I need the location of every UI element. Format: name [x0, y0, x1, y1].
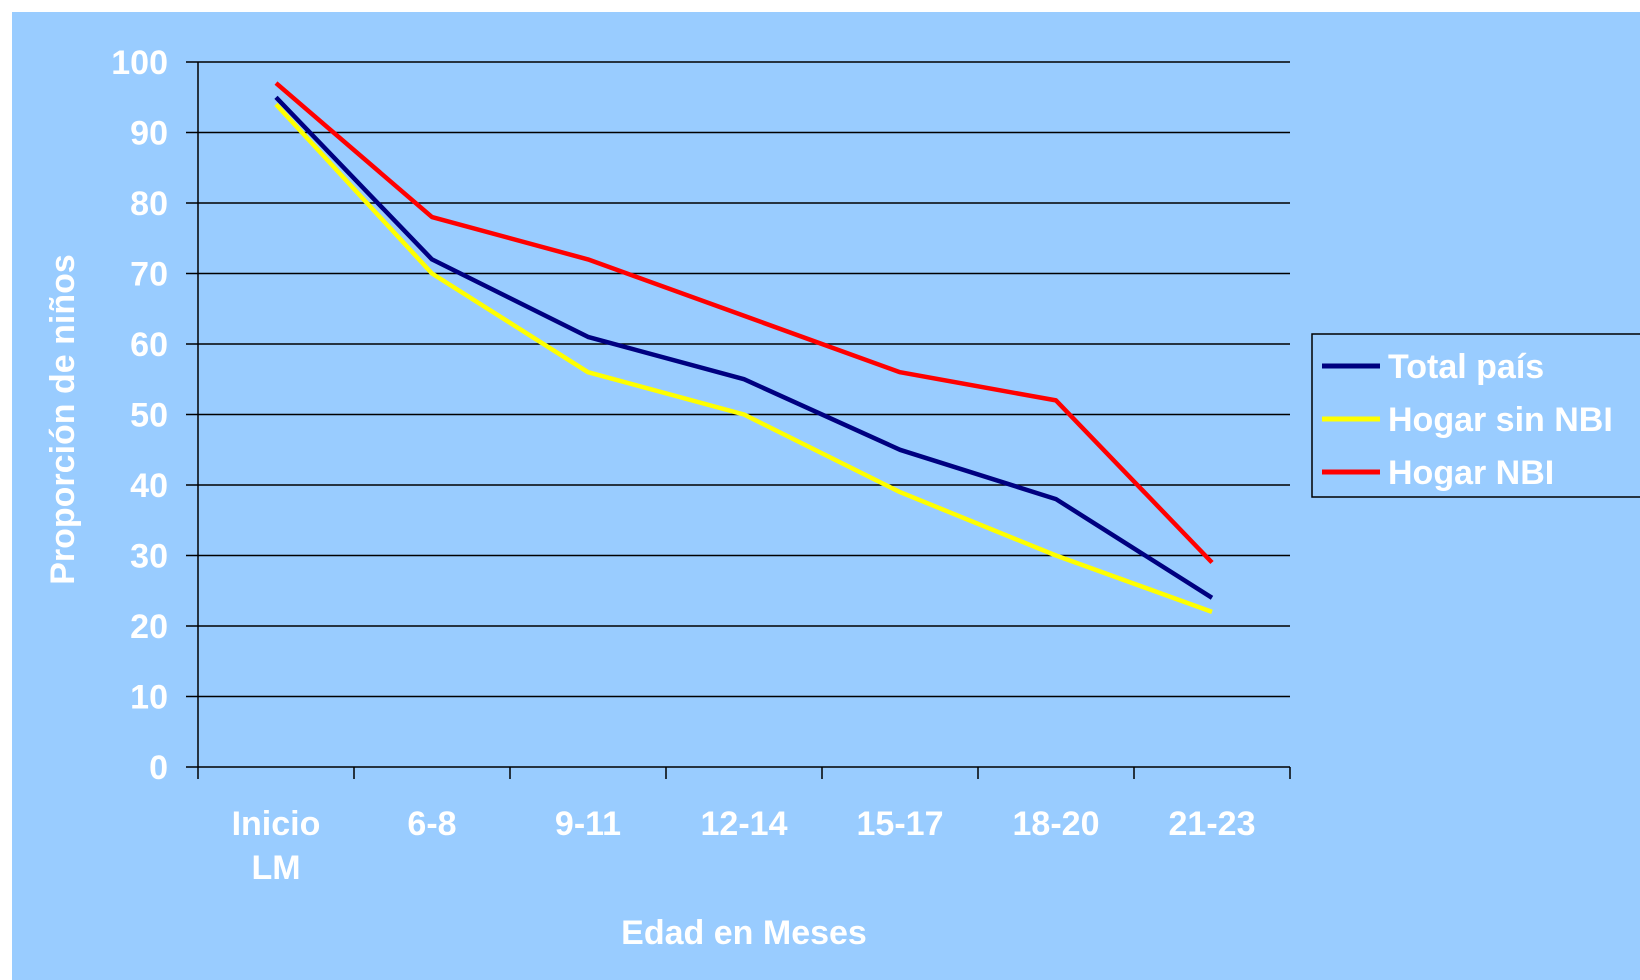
y-tick-label: 20 [130, 608, 168, 646]
y-axis-title: Proporción de niños [44, 254, 82, 585]
series-line [274, 95, 1214, 600]
legend-label: Hogar sin NBI [1388, 401, 1613, 439]
y-tick-labels: 0 10 20 30 40 50 60 70 80 90 100 [111, 44, 168, 787]
y-tick-label: 60 [130, 326, 168, 364]
chart-area [12, 12, 1640, 980]
y-tick-label: 50 [130, 397, 168, 435]
x-tick-label: 18-20 [1013, 805, 1100, 843]
y-tick-label: 10 [130, 679, 168, 717]
series-line [274, 81, 1214, 565]
x-axis-title: Edad en Meses [621, 914, 867, 952]
legend-label: Hogar NBI [1388, 454, 1554, 492]
x-tick-label: 9-11 [555, 805, 621, 843]
y-tick-label: 90 [130, 115, 168, 153]
x-tick-label: Inicio LM [232, 805, 321, 887]
x-tick-label: 21-23 [1169, 805, 1256, 843]
x-tick-labels: Inicio LM 6-8 9-11 12-14 15-17 18-20 21-23 [232, 805, 1256, 887]
y-tick-label: 70 [130, 256, 168, 294]
legend-label: Total país [1388, 348, 1544, 386]
y-tick-label: 30 [130, 538, 168, 576]
y-tick-label: 80 [130, 185, 168, 223]
axes [186, 61, 1291, 779]
y-tick-label: 40 [130, 467, 168, 505]
x-tick-label: 15-17 [857, 805, 944, 843]
series-line [274, 102, 1213, 615]
y-tick-label: 100 [111, 44, 168, 82]
x-tick-label: 6-8 [407, 805, 456, 843]
legend-box [1311, 333, 1640, 498]
series-lines [274, 81, 1214, 615]
x-tick-label: 12-14 [701, 805, 788, 843]
legend: Total país Hogar sin NBI Hogar NBI [1311, 333, 1640, 498]
y-tick-label: 0 [149, 749, 168, 787]
